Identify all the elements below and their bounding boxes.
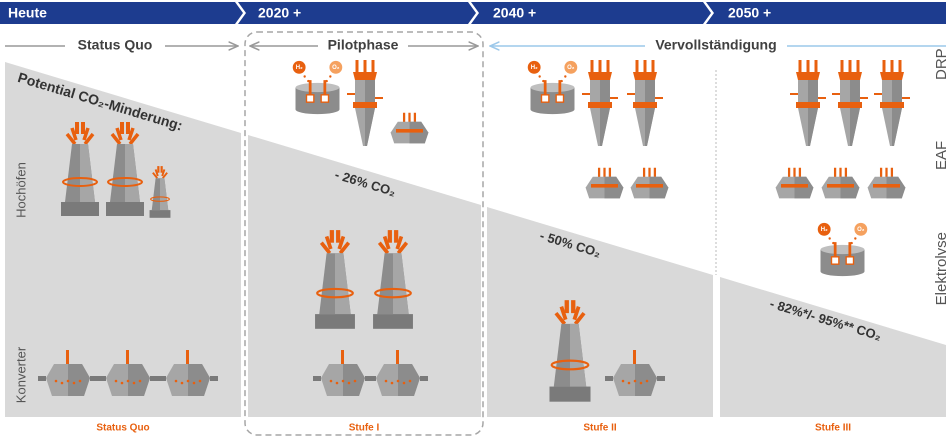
drp-icon: [625, 58, 665, 148]
stage-label: Stufe III: [815, 423, 851, 434]
row-label: Elektrolyse: [933, 232, 946, 305]
drp-icon: [580, 58, 620, 148]
phase-label: Status Quo: [78, 37, 153, 53]
gas-label: O₂: [332, 65, 340, 71]
reduction-area: [5, 62, 946, 417]
row-label: Hochöfen: [13, 162, 28, 218]
row-label: DRP: [933, 48, 946, 80]
gas-label: O₂: [857, 227, 865, 233]
phase-label: Vervollständigung: [655, 37, 776, 53]
header-step: 2050 +: [728, 5, 771, 21]
eaf-icon: [389, 111, 430, 145]
stage-label: Stufe I: [349, 423, 380, 434]
header-step: 2040 +: [493, 5, 536, 21]
header-step: Heute: [8, 5, 47, 21]
drp-icon: [872, 58, 912, 148]
header-step: 2020 +: [258, 5, 301, 21]
header-bar: [0, 2, 946, 24]
eaf-icon: [584, 166, 625, 200]
phase-label: Pilotphase: [328, 37, 399, 53]
eaf-icon: [629, 166, 670, 200]
pilot-frame: [244, 31, 484, 436]
drp-icon: [830, 58, 870, 148]
row-label: Konverter: [13, 346, 28, 403]
gas-label: O₂: [567, 65, 575, 71]
drp-icon: [345, 58, 385, 148]
row-label: EAF: [933, 141, 946, 170]
gas-label: H₂: [531, 65, 538, 71]
eaf-icon: [820, 166, 861, 200]
stage-label: Status Quo: [96, 423, 149, 434]
gas-label: H₂: [821, 227, 828, 233]
gas-label: H₂: [296, 65, 303, 71]
stage-label: Stufe II: [583, 423, 617, 434]
eaf-icon: [866, 166, 907, 200]
eaf-icon: [774, 166, 815, 200]
drp-icon: [788, 58, 828, 148]
